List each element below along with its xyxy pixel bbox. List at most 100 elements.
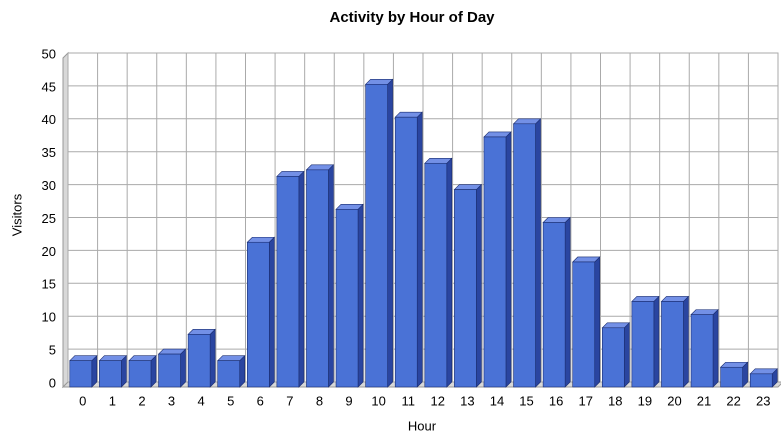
bar-face <box>653 295 660 388</box>
bar-face <box>216 355 246 361</box>
bar <box>424 157 453 388</box>
bar-face <box>542 222 566 388</box>
bar-face <box>187 334 211 388</box>
bar <box>571 256 601 388</box>
bar-face <box>424 162 448 388</box>
bar-face <box>365 84 388 388</box>
bar <box>542 216 571 388</box>
bar-face <box>246 241 270 388</box>
bar <box>246 236 276 388</box>
bar-face <box>150 354 157 388</box>
bar-face <box>157 348 187 355</box>
y-tick-label: 25 <box>42 211 56 226</box>
y-axis-label: Visitors <box>9 193 24 236</box>
bar-face <box>601 322 631 329</box>
bar <box>98 354 128 388</box>
x-tick-label: 17 <box>578 393 592 408</box>
bar-face <box>187 329 216 335</box>
bar-face <box>128 355 157 361</box>
bar-face <box>328 164 334 388</box>
bar-face <box>357 203 364 388</box>
bar-face <box>564 216 571 388</box>
bar-face <box>387 78 393 388</box>
bar <box>187 328 216 388</box>
bar-face <box>454 189 477 388</box>
x-tick-label: 3 <box>168 393 175 408</box>
bar-face <box>394 116 418 388</box>
bar <box>276 170 305 388</box>
bar-face <box>683 295 689 388</box>
x-tick-label: 0 <box>79 393 86 408</box>
bar-face <box>719 361 749 368</box>
bar-face <box>720 366 743 388</box>
x-tick-label: 12 <box>431 393 445 408</box>
bar-face <box>476 183 482 388</box>
x-tick-label: 2 <box>138 393 145 408</box>
x-tick-label: 14 <box>490 393 504 408</box>
bar <box>483 131 512 388</box>
bar <box>335 203 364 388</box>
y-tick-label: 0 <box>49 375 56 390</box>
bar-face <box>239 354 246 388</box>
y-tick-label: 15 <box>42 277 56 292</box>
bar-face <box>660 296 690 302</box>
x-axis-label: Hour <box>408 418 437 433</box>
x-tick-label: 5 <box>227 393 234 408</box>
bar <box>512 118 542 388</box>
bar <box>128 354 157 388</box>
bar-face <box>69 355 98 361</box>
x-tick-label: 1 <box>109 393 116 408</box>
bar-face <box>276 176 300 388</box>
y-tick-label: 10 <box>42 310 56 325</box>
bar <box>364 78 394 388</box>
x-tick-label: 20 <box>667 393 681 408</box>
bar-face <box>424 157 453 164</box>
bar-face <box>483 131 512 138</box>
bar-face <box>594 256 601 388</box>
bar-face <box>364 79 394 85</box>
y-tick-label: 5 <box>49 343 56 358</box>
bar-face <box>158 353 181 388</box>
x-tick-label: 15 <box>519 393 533 408</box>
y-tick-label: 40 <box>42 112 56 127</box>
x-tick-label: 10 <box>371 393 385 408</box>
bar-face <box>712 308 719 388</box>
bar-face <box>128 360 152 388</box>
bar-face <box>209 328 216 388</box>
bar <box>305 164 335 388</box>
bar-face <box>513 123 536 388</box>
bar-face <box>306 169 329 388</box>
bar-face <box>749 368 778 375</box>
x-tick-label: 7 <box>286 393 293 408</box>
bar <box>216 354 246 388</box>
x-tick-label: 21 <box>697 393 711 408</box>
bar-face <box>217 360 241 388</box>
bar <box>601 322 631 388</box>
bar-face <box>99 360 122 388</box>
bar <box>631 295 660 388</box>
bar-face <box>661 301 684 388</box>
bar-face <box>246 236 276 243</box>
y-tick-label: 45 <box>42 79 56 94</box>
x-tick-label: 8 <box>316 393 323 408</box>
bar-face <box>394 111 423 118</box>
x-tick-label: 4 <box>198 393 205 408</box>
y-tick-label: 20 <box>42 244 56 259</box>
bar-face <box>180 348 186 388</box>
bar-face <box>276 171 305 177</box>
bar-face <box>416 111 423 388</box>
bar-face <box>335 204 364 210</box>
bar-face <box>572 261 596 388</box>
bar-face <box>542 217 571 223</box>
bar-face <box>91 354 98 388</box>
bar <box>157 348 187 388</box>
left-wall <box>62 51 69 389</box>
bar <box>749 368 778 388</box>
bar <box>394 111 423 388</box>
bar-face <box>631 301 655 388</box>
x-tick-label: 11 <box>401 393 415 408</box>
bar <box>719 361 749 388</box>
x-tick-label: 6 <box>257 393 264 408</box>
bar-face <box>690 314 714 388</box>
